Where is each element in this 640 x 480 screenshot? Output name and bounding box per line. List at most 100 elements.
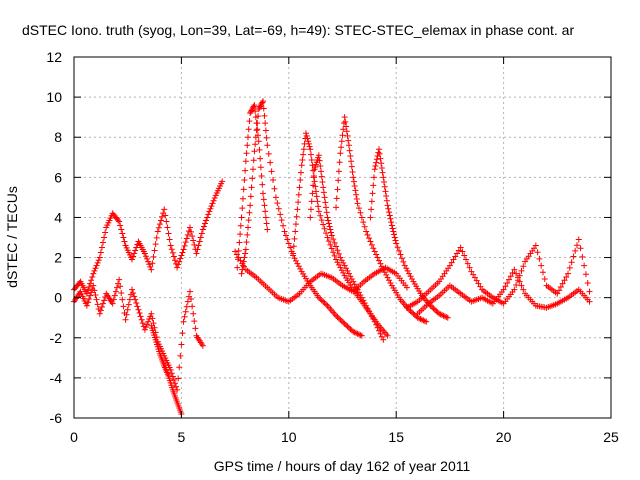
data-point [242, 250, 249, 257]
data-point [347, 273, 354, 280]
data-point [386, 212, 393, 219]
data-point [242, 246, 249, 253]
data-point [565, 270, 572, 277]
data-point [433, 308, 440, 315]
data-point [184, 298, 191, 305]
data-point [145, 258, 152, 265]
data-point [349, 168, 356, 175]
data-point [304, 135, 311, 142]
y-tick-label: 10 [46, 89, 62, 105]
data-point [252, 114, 259, 121]
data-point [313, 193, 320, 200]
data-point [206, 208, 213, 215]
series-6 [307, 152, 387, 343]
data-point [258, 100, 265, 107]
data-point [388, 219, 395, 226]
data-point [175, 261, 182, 268]
data-point [291, 235, 298, 242]
data-point [219, 178, 226, 185]
data-point [586, 298, 593, 305]
data-point [463, 256, 470, 263]
data-point [334, 314, 341, 321]
data-point [260, 98, 267, 105]
data-point [563, 273, 570, 280]
data-point [373, 156, 380, 163]
data-point [340, 259, 347, 266]
data-point [348, 275, 355, 282]
data-point [520, 263, 527, 270]
data-point [192, 325, 199, 332]
data-point [237, 231, 244, 238]
data-point [209, 200, 216, 207]
data-point [357, 209, 364, 216]
data-point [353, 196, 360, 203]
data-point [195, 242, 202, 249]
data-point [244, 231, 251, 238]
data-point [373, 159, 380, 166]
data-point [184, 231, 191, 238]
data-point [93, 296, 100, 303]
data-point [254, 126, 261, 133]
data-point [335, 250, 342, 257]
data-point [211, 195, 218, 202]
data-point [292, 221, 299, 228]
data-point [376, 257, 383, 264]
data-point [398, 255, 405, 262]
data-point [365, 308, 372, 315]
data-point [352, 187, 359, 194]
data-point [128, 286, 135, 293]
data-point [351, 183, 358, 190]
data-point [294, 206, 301, 213]
x-tick-label: 10 [281, 429, 297, 445]
data-point [176, 258, 183, 265]
data-point [186, 288, 193, 295]
data-point [370, 316, 377, 323]
data-point [335, 315, 342, 322]
data-point [371, 166, 378, 173]
series-3 [238, 98, 365, 339]
data-point [238, 214, 245, 221]
data-point [251, 148, 258, 155]
data-point [275, 205, 282, 212]
data-point [180, 246, 187, 253]
data-point [407, 273, 414, 280]
data-point [345, 142, 352, 149]
data-point [384, 274, 391, 281]
series-0 [71, 178, 226, 297]
data-point [145, 318, 152, 325]
data-point [133, 244, 140, 251]
x-tick-label: 0 [70, 429, 78, 445]
data-point [511, 266, 518, 273]
data-point [324, 234, 331, 241]
data-point [556, 287, 563, 294]
data-point [181, 313, 188, 320]
data-point [566, 264, 573, 271]
data-point [181, 242, 188, 249]
data-point [321, 225, 328, 232]
data-point [333, 204, 340, 211]
data-point [307, 151, 314, 158]
data-point [314, 198, 321, 205]
data-point [338, 138, 345, 145]
x-axis-label: GPS time / hours of day 162 of year 2011 [214, 458, 471, 474]
data-point [518, 282, 525, 289]
data-point [347, 326, 354, 333]
data-point [303, 132, 310, 139]
data-point [88, 277, 95, 284]
data-point [146, 316, 153, 323]
data-point [176, 364, 183, 371]
data-point [318, 217, 325, 224]
data-point [167, 242, 174, 249]
data-point [386, 209, 393, 216]
data-point [430, 305, 437, 312]
data-point [335, 177, 342, 184]
data-point [248, 107, 255, 114]
data-point [297, 169, 304, 176]
data-point [513, 270, 520, 277]
data-point [259, 181, 266, 188]
data-point [318, 173, 325, 180]
data-point [263, 220, 270, 227]
data-point [188, 228, 195, 235]
y-tick-label: -2 [50, 330, 63, 346]
data-point [389, 225, 396, 232]
